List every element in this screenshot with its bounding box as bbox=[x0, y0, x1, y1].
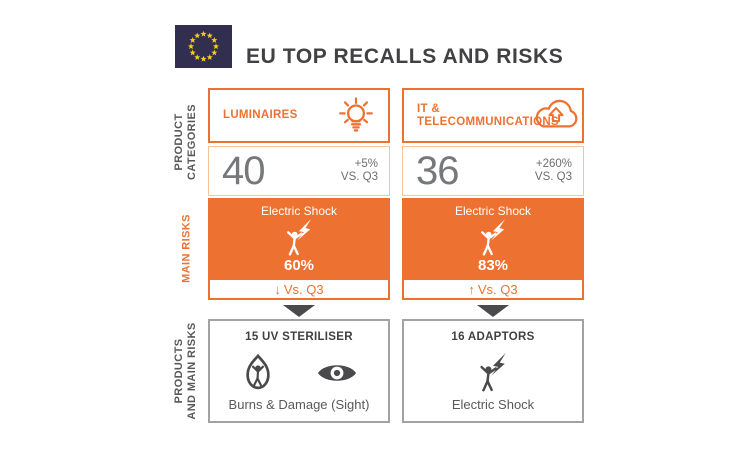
top-product-title: 15 UV STERILISER bbox=[245, 331, 353, 343]
recall-count-box: 36 +260% VS. Q3 bbox=[402, 146, 584, 196]
category-name: LUMINAIRES bbox=[223, 109, 298, 121]
change-percent: +5% bbox=[354, 158, 378, 170]
column-it-telecommunications: IT & TELECOMMUNICATIONS 36 +260% VS. Q3 … bbox=[402, 88, 584, 423]
main-risk-name: Electric Shock bbox=[454, 204, 532, 218]
up-arrow-icon: ↑ bbox=[468, 281, 475, 297]
down-triangle-icon bbox=[477, 305, 509, 317]
side-label-line: MAIN RISKS bbox=[180, 214, 193, 283]
change-vs-q3: +5% VS. Q3 bbox=[341, 158, 378, 184]
column-luminaires: LUMINAIRES 40 +5% VS. Q3 Electric Shock … bbox=[208, 88, 390, 423]
main-risk-percent: 60% bbox=[283, 257, 315, 274]
main-risk-box: Electric Shock 83% bbox=[402, 198, 584, 278]
top-product-title: 16 ADAPTORS bbox=[451, 331, 535, 343]
top-product-box: 15 UV STERILISER Burns & Damage (Sight) bbox=[208, 319, 390, 423]
top-product-risk-label: Burns & Damage (Sight) bbox=[228, 397, 370, 412]
recall-count-box: 40 +5% VS. Q3 bbox=[208, 146, 390, 196]
side-label-line: PRODUCTS bbox=[173, 338, 185, 404]
side-label-product-categories: PRODUCT CATEGORIES bbox=[173, 87, 199, 197]
recall-count: 40 bbox=[222, 149, 265, 193]
change-vs-q3: +260% VS. Q3 bbox=[535, 158, 572, 184]
eu-flag-icon bbox=[175, 25, 232, 68]
change-percent: +260% bbox=[535, 158, 572, 170]
top-product-box: 16 ADAPTORS Electric Shock bbox=[402, 319, 584, 423]
electric-shock-icon bbox=[477, 353, 509, 393]
light-bulb-icon bbox=[333, 95, 379, 137]
main-risk-box: Electric Shock 60% bbox=[208, 198, 390, 278]
electric-shock-icon bbox=[478, 219, 508, 257]
trend-label: Vs. Q3 bbox=[477, 281, 518, 297]
top-product-risk-label: Electric Shock bbox=[451, 397, 535, 412]
side-label-line: AND MAIN RISKS bbox=[186, 322, 198, 420]
electric-shock-icon bbox=[284, 219, 314, 257]
down-triangle-icon bbox=[283, 305, 315, 317]
category-header-box: IT & TELECOMMUNICATIONS bbox=[402, 88, 584, 143]
side-label-line: CATEGORIES bbox=[186, 104, 198, 180]
category-name: IT & TELECOMMUNICATIONS bbox=[417, 102, 559, 128]
down-arrow-icon: ↓ bbox=[274, 281, 281, 297]
side-label-line: PRODUCT bbox=[173, 113, 185, 171]
trend-strip: ↑ Vs. Q3 bbox=[402, 278, 584, 300]
eye-icon bbox=[316, 360, 358, 386]
burns-icon bbox=[240, 353, 276, 393]
page-title: EU TOP RECALLS AND RISKS bbox=[246, 45, 564, 69]
trend-label: Vs. Q3 bbox=[283, 281, 324, 297]
side-label-main-risks: MAIN RISKS bbox=[181, 194, 194, 304]
top-product-icons bbox=[404, 353, 582, 393]
main-risk-name: Electric Shock bbox=[260, 204, 338, 218]
recall-count: 36 bbox=[416, 149, 459, 193]
category-header-box: LUMINAIRES bbox=[208, 88, 390, 143]
main-risk-percent: 83% bbox=[477, 257, 509, 274]
side-label-products-and-main-risks: PRODUCTS AND MAIN RISKS bbox=[173, 311, 199, 431]
change-vs-label: VS. Q3 bbox=[340, 171, 378, 183]
trend-strip: ↓ Vs. Q3 bbox=[208, 278, 390, 300]
cloud-upload-icon bbox=[529, 97, 583, 134]
top-product-icons bbox=[210, 353, 388, 393]
change-vs-label: VS. Q3 bbox=[534, 171, 572, 183]
